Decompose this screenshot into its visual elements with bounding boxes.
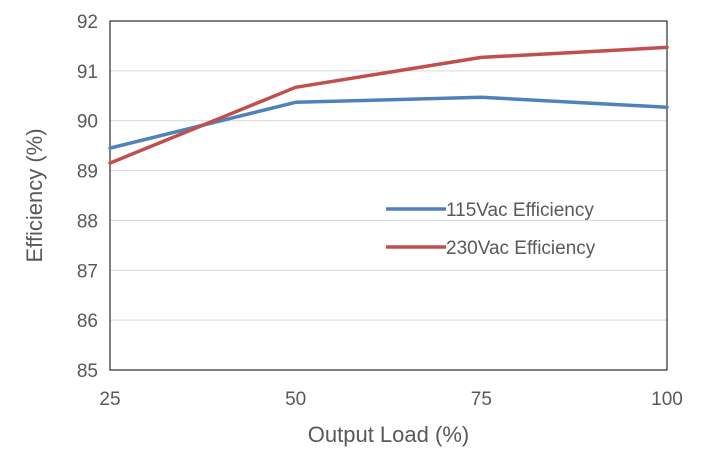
series-lines	[108, 45, 669, 165]
y-axis-ticks: 85 86 87 88 89 90 91 92	[77, 12, 98, 382]
x-tick-label-3: 100	[651, 389, 683, 410]
grid-lines	[110, 20, 667, 371]
x-tick-label-2: 75	[471, 389, 492, 410]
y-tick-label-2: 87	[77, 261, 98, 282]
x-tick-label-0: 25	[99, 389, 120, 410]
y-tick-label-7: 92	[77, 12, 98, 33]
legend-label-0: 115Vac Efficiency	[446, 200, 594, 221]
y-tick-label-5: 90	[77, 112, 98, 133]
y-tick-label-1: 86	[77, 311, 98, 332]
x-tick-label-1: 50	[285, 389, 306, 410]
series-line-1	[108, 45, 669, 165]
legend: 115Vac Efficiency 230Vac Efficiency	[386, 200, 596, 259]
plot-area-frame	[109, 20, 668, 371]
y-tick-label-4: 89	[77, 162, 98, 183]
x-axis-title: Output Load (%)	[308, 422, 469, 447]
y-tick-label-0: 85	[77, 361, 98, 382]
x-axis-ticks: 25 50 75 100	[99, 389, 682, 410]
y-axis-title: Efficiency (%)	[22, 128, 47, 262]
y-tick-label-6: 91	[77, 62, 98, 83]
series-line-0	[108, 95, 669, 150]
y-tick-label-3: 88	[77, 211, 98, 232]
legend-label-1: 230Vac Efficiency	[446, 238, 596, 259]
